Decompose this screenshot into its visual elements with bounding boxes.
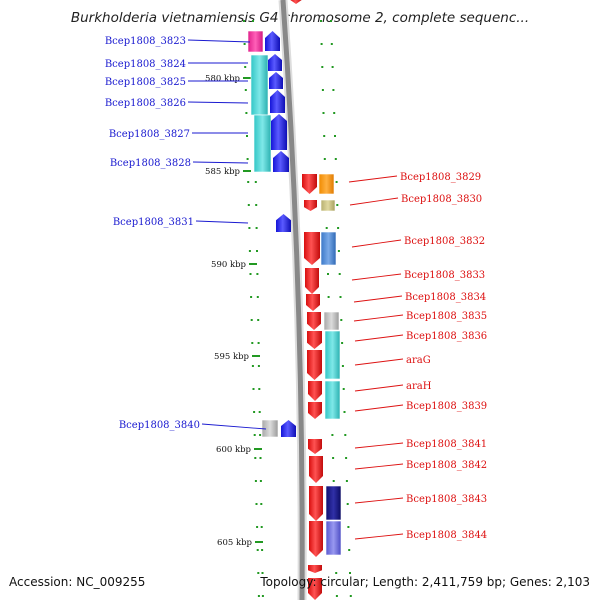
reverse-gene-arrow	[305, 268, 319, 294]
forward-gene-arrow	[276, 214, 291, 232]
forward-gene-arrow	[269, 72, 283, 89]
gene-arrows	[265, 0, 323, 600]
label-leader-line	[187, 101, 249, 104]
cog-color-blocks	[247, 30, 342, 556]
tick-mark	[254, 448, 262, 450]
label-leader-line	[351, 239, 402, 248]
gene-label-reverse: Bcep1808_3842	[406, 460, 487, 471]
reverse-gene-arrow	[309, 486, 323, 521]
gene-label-reverse: Bcep1808_3839	[406, 401, 487, 412]
tick-label: 605 kbp	[217, 538, 253, 548]
category-block	[323, 311, 340, 331]
category-block	[250, 54, 269, 116]
reverse-gene-arrow	[307, 350, 322, 380]
label-leader-line	[353, 295, 403, 303]
label-leader-line	[351, 273, 402, 281]
label-leader-line	[201, 423, 267, 430]
category-block	[324, 330, 341, 380]
label-leader-line	[354, 463, 404, 470]
gene-label-reverse: Bcep1808_3829	[400, 172, 481, 183]
gene-label-reverse: Bcep1808_3830	[401, 194, 482, 205]
reverse-gene-arrow	[308, 565, 322, 573]
reverse-gene-arrow	[302, 174, 317, 194]
gene-label-reverse: Bcep1808_3832	[404, 236, 485, 247]
gene-label-forward: Bcep1808_3824	[105, 59, 186, 70]
category-block	[320, 231, 337, 266]
reverse-gene-arrow	[307, 331, 322, 349]
gene-label-forward: Bcep1808_3826	[105, 98, 186, 109]
gene-label-forward: Bcep1808_3823	[105, 36, 186, 47]
reverse-gene-arrow	[290, 0, 302, 4]
reverse-gene-arrow	[309, 456, 323, 483]
label-leader-line	[354, 442, 404, 449]
category-block	[320, 199, 336, 212]
gene-label-reverse: Bcep1808_3841	[406, 439, 487, 450]
scale-ticks: 580 kbp 585 kbp 590 kbp 595 kbp 600 kbp 605 k…	[205, 74, 263, 548]
label-leader-line	[354, 533, 404, 540]
category-block	[247, 30, 264, 53]
gene-label-forward: Bcep1808_3840	[119, 420, 200, 431]
forward-gene-arrow	[270, 90, 285, 113]
reverse-gene-arrow	[304, 232, 320, 265]
forward-gene-arrow	[271, 114, 287, 150]
tick-mark	[255, 541, 263, 543]
tick-mark	[243, 77, 251, 79]
forward-gene-arrow	[281, 420, 296, 437]
accession-text: Accession: NC_009255	[9, 575, 146, 589]
tick-label: 590 kbp	[211, 260, 247, 270]
label-leader-line	[354, 334, 404, 342]
forward-gene-arrow	[265, 31, 280, 51]
label-leader-line	[187, 39, 251, 43]
category-block	[324, 380, 341, 420]
category-block	[253, 114, 272, 173]
label-leader-line	[192, 161, 249, 164]
gene-labels: Bcep1808_3823 Bcep1808_3824 Bcep1808_3825 B…	[105, 36, 487, 541]
tick-label: 595 kbp	[214, 352, 250, 362]
reverse-gene-arrow	[308, 381, 322, 401]
gene-label-forward: Bcep1808_3827	[109, 129, 190, 140]
gene-label-reverse: Bcep1808_3833	[404, 270, 485, 281]
gene-label-forward: Bcep1808_3828	[110, 158, 191, 169]
gene-label-reverse: Bcep1808_3836	[406, 331, 487, 342]
label-leader-line	[195, 220, 249, 224]
label-leader-line	[349, 197, 399, 206]
label-leader-line	[354, 497, 404, 504]
tick-mark	[249, 263, 257, 265]
reverse-gene-arrow	[308, 578, 322, 600]
forward-gene-arrow	[268, 54, 282, 71]
category-block	[318, 173, 335, 195]
category-block	[325, 485, 342, 521]
tick-label: 585 kbp	[205, 167, 241, 177]
map-title: Burkholderia vietnamiensis G4 chromosome…	[70, 10, 530, 26]
gene-label-reverse: Bcep1808_3844	[406, 530, 487, 541]
gene-label-reverse: araG	[406, 355, 431, 366]
gene-label-reverse: Bcep1808_3843	[406, 494, 487, 505]
gene-label-forward: Bcep1808_3831	[113, 217, 194, 228]
label-leader-line	[348, 175, 398, 183]
label-leader-line	[354, 358, 404, 366]
label-leader-line	[353, 314, 404, 322]
topology-text: Topology: circular; Length: 2,411,759 bp…	[260, 575, 590, 589]
reverse-gene-arrow	[309, 521, 323, 557]
tick-mark	[243, 170, 251, 172]
tick-label: 600 kbp	[216, 445, 252, 455]
tick-mark	[252, 355, 260, 357]
reverse-gene-arrow	[308, 402, 322, 419]
tick-label: 580 kbp	[205, 74, 241, 84]
reverse-gene-arrow	[307, 312, 321, 330]
forward-gene-arrow	[273, 151, 289, 172]
gene-label-reverse: araH	[406, 381, 432, 392]
reverse-gene-arrow	[308, 439, 322, 454]
chromosome-backbone	[280, 0, 305, 600]
gene-label-reverse: Bcep1808_3835	[406, 311, 487, 322]
category-block	[325, 520, 342, 556]
reverse-gene-arrow	[304, 200, 317, 211]
gene-label-forward: Bcep1808_3825	[105, 77, 186, 88]
label-leader-line	[354, 384, 404, 392]
gene-label-reverse: Bcep1808_3834	[405, 292, 486, 303]
label-leader-line	[354, 404, 404, 412]
reverse-gene-arrow	[306, 294, 320, 311]
